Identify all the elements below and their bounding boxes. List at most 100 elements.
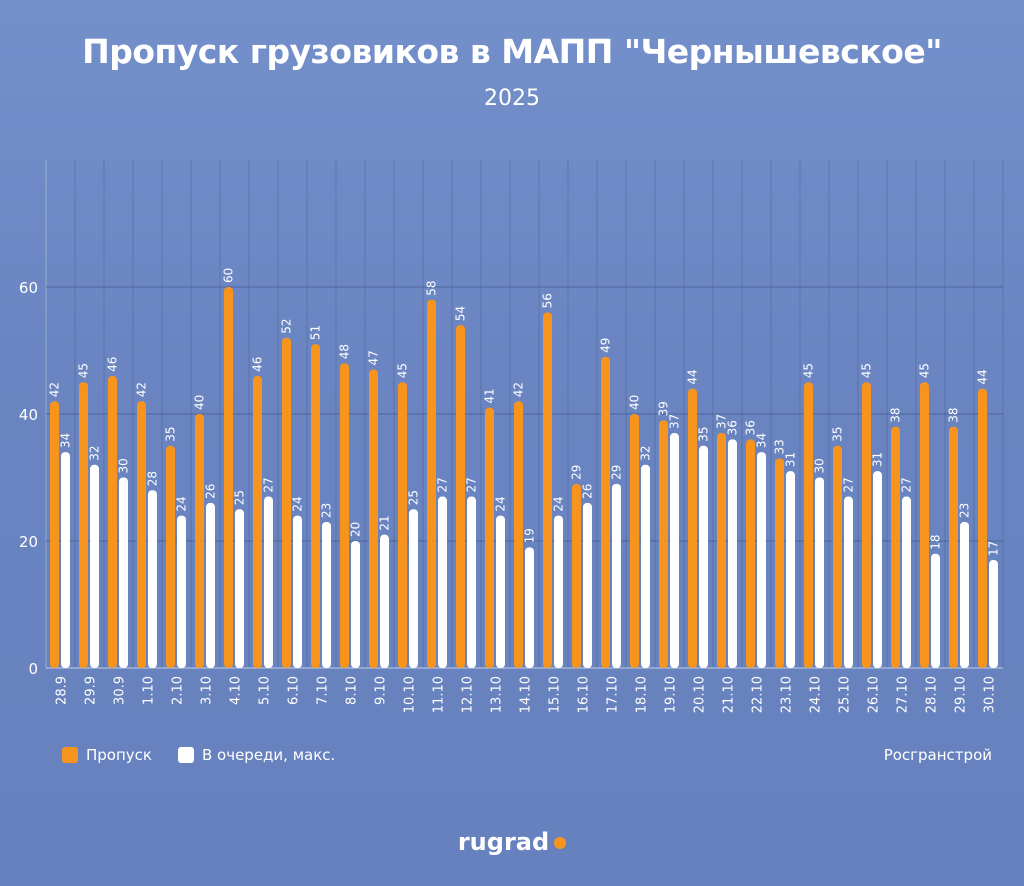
data-label: 36 (744, 420, 758, 435)
bar-queue (235, 509, 244, 668)
data-label: 24 (175, 496, 189, 511)
data-label: 58 (425, 280, 439, 295)
bar-queue (525, 547, 534, 668)
data-label: 31 (784, 452, 798, 467)
bar-passed (514, 401, 523, 668)
bar-queue (844, 496, 853, 668)
bar-queue (438, 496, 447, 668)
data-label: 25 (233, 490, 247, 505)
data-label: 37 (715, 414, 729, 429)
bar-queue (699, 445, 708, 668)
x-tick-label: 9.10 (374, 676, 389, 705)
data-label: 29 (570, 465, 584, 480)
y-tick-label: 20 (19, 533, 38, 551)
data-label: 45 (77, 363, 91, 378)
x-tick-label: 6.10 (287, 676, 302, 705)
data-label: 23 (320, 503, 334, 518)
x-tick-label: 28.10 (925, 676, 940, 713)
x-tick-label: 7.10 (316, 676, 331, 705)
bar-passed (601, 356, 610, 668)
data-label: 41 (483, 388, 497, 403)
bar-queue (960, 521, 969, 668)
data-label: 29 (610, 465, 624, 480)
bar-queue (90, 464, 99, 668)
data-label: 35 (164, 426, 178, 441)
legend-label-queue: В очереди, макс. (201, 746, 336, 764)
legend-swatch-queue (177, 747, 194, 763)
x-tick-label: 5.10 (258, 676, 273, 705)
bar-passed (427, 299, 436, 668)
bar-queue (177, 515, 186, 668)
bar-queue (641, 464, 650, 668)
x-tick-label: 27.10 (896, 676, 911, 713)
data-label: 24 (552, 496, 566, 511)
data-label: 45 (802, 363, 816, 378)
x-tick-label: 15.10 (548, 676, 563, 713)
x-tick-label: 14.10 (519, 676, 534, 713)
bar-passed (137, 401, 146, 668)
x-tick-label: 28.9 (55, 676, 70, 705)
data-label: 33 (773, 439, 787, 454)
data-label: 20 (349, 522, 363, 537)
bar-queue (293, 515, 302, 668)
x-tick-label: 30.10 (983, 676, 998, 713)
data-label: 40 (193, 395, 207, 410)
data-label: 52 (280, 319, 294, 334)
x-tick-label: 23.10 (780, 676, 795, 713)
x-tick-label: 29.9 (84, 676, 99, 705)
data-label: 42 (48, 382, 62, 397)
legend-label-passed: Пропуск (86, 746, 152, 764)
bar-passed (688, 388, 697, 668)
data-label: 24 (291, 496, 305, 511)
bar-queue (148, 490, 157, 668)
chart-subtitle: 2025 (484, 86, 540, 111)
bar-queue (206, 502, 215, 668)
bar-queue (815, 477, 824, 668)
data-label: 47 (367, 350, 381, 365)
x-tick-label: 2.10 (171, 676, 186, 705)
data-label: 32 (88, 446, 102, 461)
bar-queue (786, 471, 795, 668)
data-label: 40 (628, 395, 642, 410)
bar-queue (496, 515, 505, 668)
bar-passed (978, 388, 987, 668)
rugrad-logo: rugrad (0, 828, 1024, 856)
data-label: 17 (987, 541, 1001, 556)
x-tick-label: 29.10 (954, 676, 969, 713)
bar-passed (833, 445, 842, 668)
data-label: 54 (454, 306, 468, 321)
source-label: Росгранстрой (883, 746, 992, 764)
data-label: 36 (726, 420, 740, 435)
bar-passed (195, 414, 204, 668)
data-label: 26 (204, 484, 218, 499)
bar-passed (311, 344, 320, 668)
legend-swatch-passed (62, 747, 78, 763)
data-label: 45 (860, 363, 874, 378)
legend-item-passed: Пропуск (62, 746, 152, 764)
data-label: 27 (436, 477, 450, 492)
bar-passed (485, 407, 494, 668)
bar-passed (891, 426, 900, 668)
x-tick-label: 1.10 (142, 676, 157, 705)
bar-passed (50, 401, 59, 668)
data-label: 56 (541, 293, 555, 308)
data-label: 34 (59, 433, 73, 448)
data-label: 42 (512, 382, 526, 397)
x-tick-label: 17.10 (606, 676, 621, 713)
bar-queue (757, 452, 766, 668)
data-label: 48 (338, 344, 352, 359)
x-tick-label: 11.10 (432, 676, 447, 713)
data-label: 25 (407, 490, 421, 505)
bar-passed (456, 325, 465, 668)
legend: Пропуск В очереди, макс. (62, 746, 335, 764)
x-tick-label: 12.10 (461, 676, 476, 713)
bar-passed (340, 363, 349, 668)
bar-passed (775, 458, 784, 668)
data-label: 60 (222, 268, 236, 283)
data-label: 30 (117, 458, 131, 473)
y-tick-label: 0 (28, 660, 38, 678)
data-label: 21 (378, 515, 392, 530)
bar-passed (282, 337, 291, 668)
bar-queue (989, 560, 998, 668)
x-tick-label: 16.10 (577, 676, 592, 713)
